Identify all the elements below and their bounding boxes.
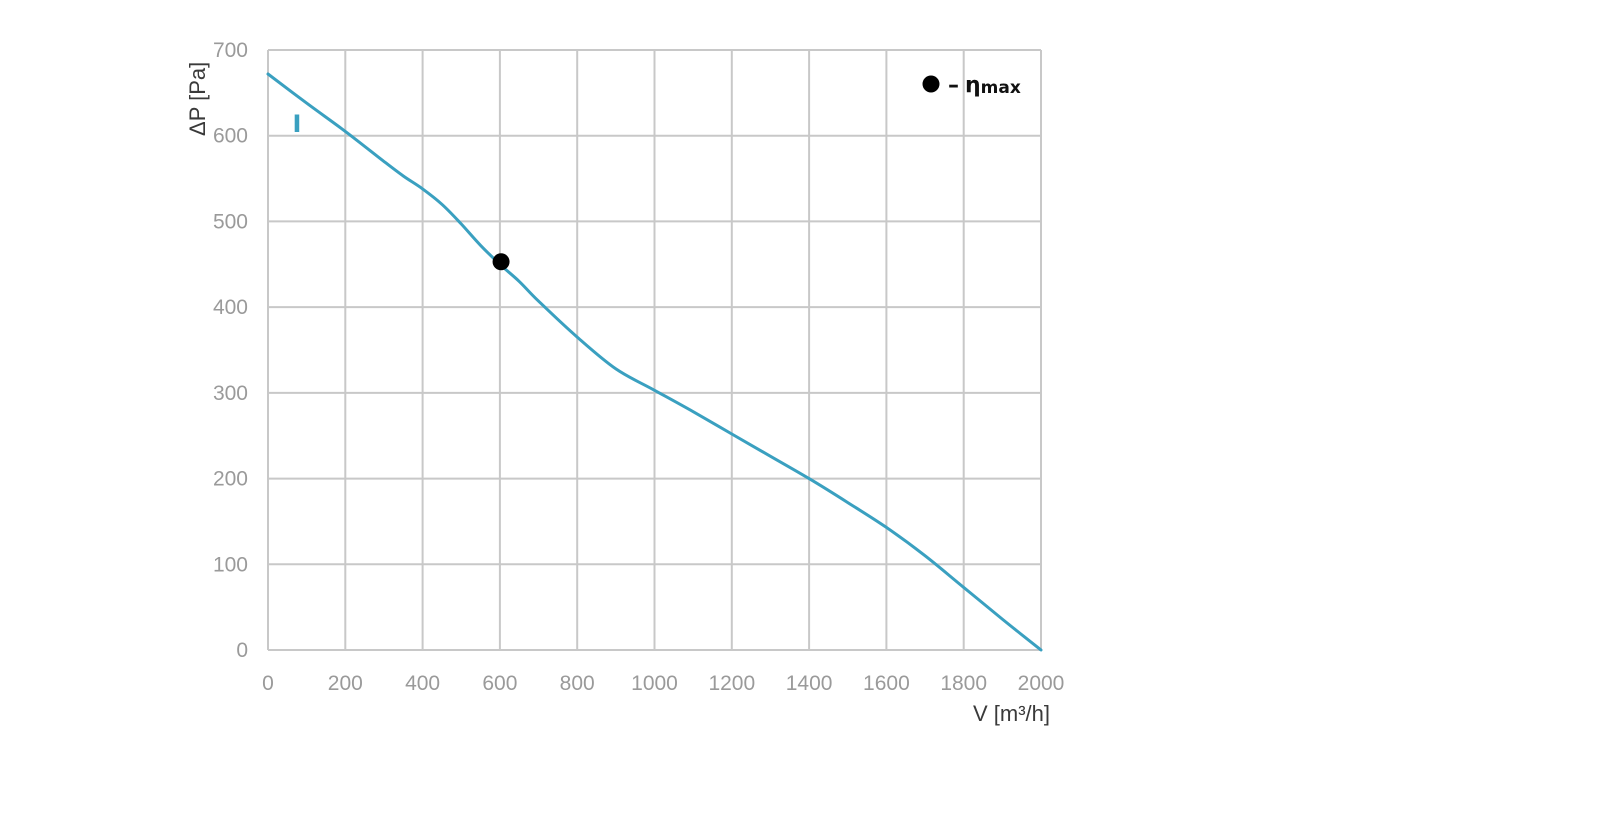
y-tick-label: 200 — [213, 468, 248, 491]
y-axis-ticks: 0 100 200 300 400 500 600 700 — [213, 39, 248, 662]
legend-label: – ηmax — [948, 73, 1021, 98]
y-tick-label: 100 — [213, 553, 248, 576]
legend-dash: – — [948, 73, 959, 98]
legend-symbol: η — [965, 73, 981, 98]
x-tick-label: 800 — [560, 672, 595, 695]
y-tick-label: 600 — [213, 125, 248, 148]
x-tick-label: 2000 — [1018, 672, 1065, 695]
y-tick-label: 700 — [213, 39, 248, 62]
legend-subscript: max — [981, 78, 1021, 98]
y-tick-label: 400 — [213, 296, 248, 319]
chart-grid — [267, 49, 1042, 651]
x-tick-label: 200 — [328, 672, 363, 695]
y-tick-label: 0 — [236, 639, 248, 662]
chart-series — [266, 72, 1043, 652]
y-tick-label: 500 — [213, 210, 248, 233]
x-axis-title: V [m³/h] — [973, 701, 1050, 726]
series-label: I — [293, 110, 302, 138]
legend-marker-icon — [922, 75, 940, 93]
x-tick-label: 1800 — [940, 672, 987, 695]
x-tick-label: 1400 — [786, 672, 833, 695]
x-tick-label: 600 — [482, 672, 517, 695]
eta-max-point — [492, 253, 510, 271]
x-tick-label: 1600 — [863, 672, 910, 695]
x-tick-label: 1200 — [708, 672, 755, 695]
y-axis-title: ΔP [Pa] — [185, 62, 210, 136]
x-axis-ticks: 0 200 400 600 800 1000 1200 1400 1600 1800 2000 — [262, 672, 1064, 695]
x-tick-label: 1000 — [631, 672, 678, 695]
y-tick-label: 300 — [213, 382, 248, 405]
chart-points — [492, 253, 510, 271]
x-tick-label: 400 — [405, 672, 440, 695]
x-tick-label: 0 — [262, 672, 274, 695]
legend: – ηmax — [922, 73, 1021, 98]
series-line-I — [266, 72, 1043, 652]
